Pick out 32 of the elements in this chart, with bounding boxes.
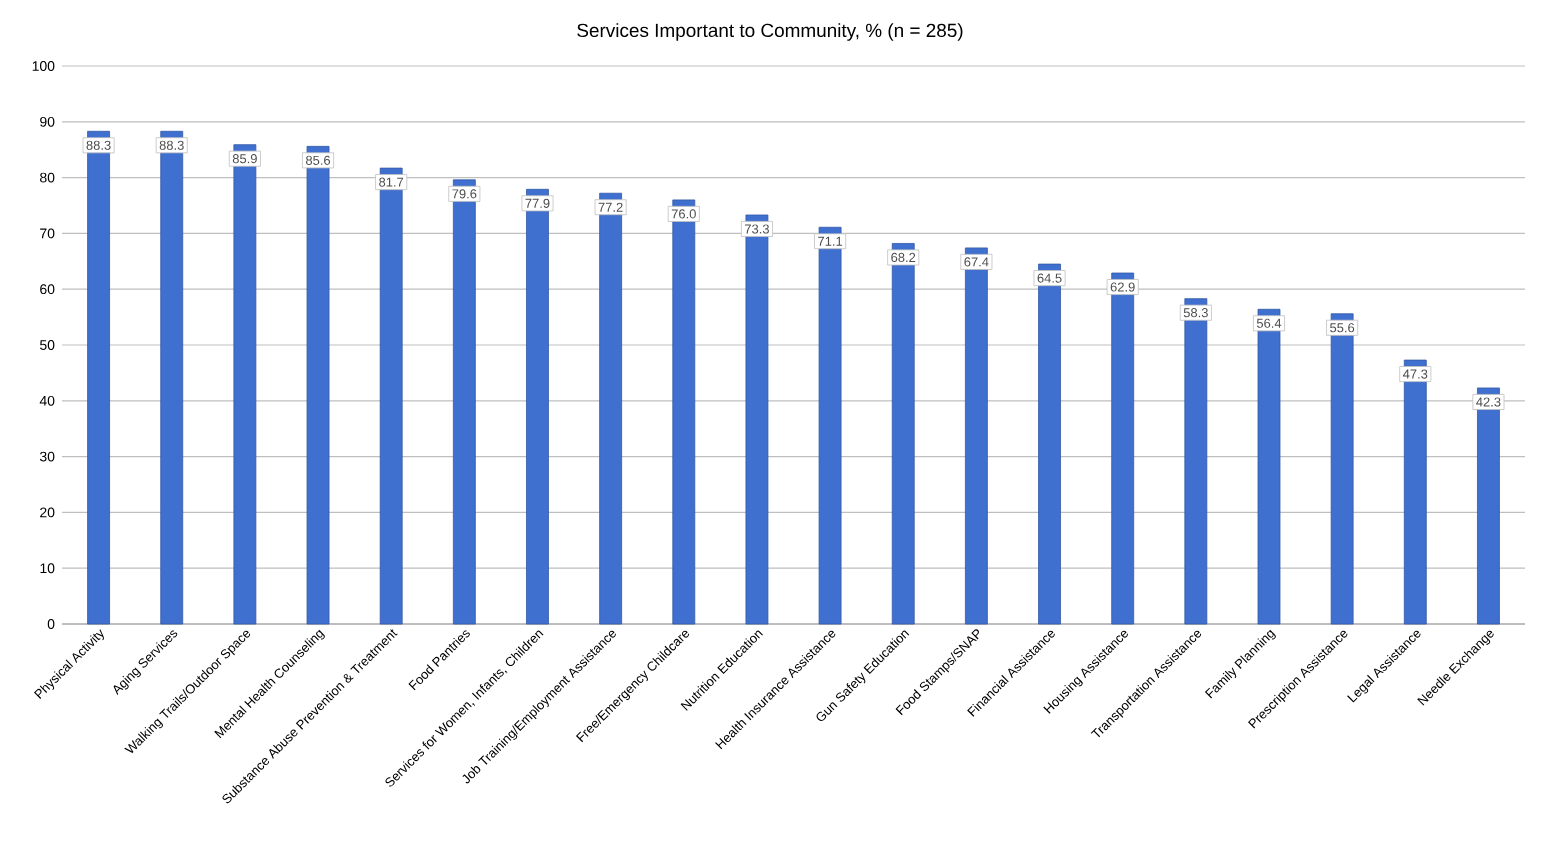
- data-label: 67.4: [964, 257, 989, 267]
- y-tick-label: 80: [40, 172, 55, 183]
- y-tick-label: 90: [40, 116, 55, 127]
- y-tick-label: 30: [39, 451, 55, 462]
- data-label: 88.3: [86, 140, 111, 150]
- data-label: 88.3: [159, 140, 184, 150]
- data-label: 85.6: [305, 155, 331, 165]
- data-label: 77.2: [598, 202, 623, 212]
- y-tick-label: 100: [32, 61, 55, 71]
- y-tick-label: 20: [40, 507, 55, 518]
- y-tick-label: 40: [39, 395, 55, 406]
- data-label: 79.6: [452, 189, 477, 199]
- data-label: 73.3: [744, 224, 769, 234]
- data-label: 58.3: [1183, 308, 1208, 318]
- y-tick-label: 70: [40, 228, 55, 239]
- data-label: 76.0: [671, 209, 696, 219]
- data-label: 71.1: [818, 236, 843, 246]
- y-tick-label: 50: [40, 340, 55, 350]
- data-label: 56.4: [1256, 318, 1282, 328]
- data-label: 47.3: [1403, 369, 1428, 379]
- data-label: 68.2: [891, 252, 916, 263]
- data-label: 81.7: [379, 177, 404, 187]
- data-label: 55.6: [1330, 323, 1355, 333]
- data-label: 64.5: [1037, 273, 1062, 283]
- y-tick-label: 0: [47, 619, 55, 629]
- y-tick-label: 60: [40, 284, 55, 295]
- data-label: 62.9: [1110, 282, 1135, 292]
- data-label: 42.3: [1476, 397, 1501, 407]
- data-label: 77.9: [525, 198, 550, 208]
- chart-title: Services Important to Community, % (n = 285): [577, 23, 963, 41]
- data-label: 85.9: [232, 154, 257, 164]
- y-tick-label: 10: [40, 563, 55, 574]
